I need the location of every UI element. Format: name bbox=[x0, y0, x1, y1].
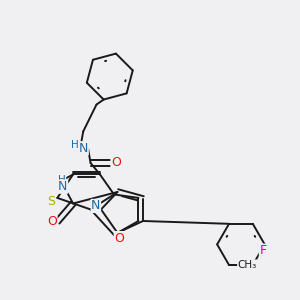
Text: O: O bbox=[114, 232, 124, 244]
Text: H: H bbox=[71, 140, 79, 151]
Text: O: O bbox=[47, 215, 57, 228]
Text: H: H bbox=[58, 176, 66, 185]
Text: N: N bbox=[91, 200, 101, 212]
Text: N: N bbox=[79, 142, 88, 155]
Text: O: O bbox=[111, 156, 121, 170]
Text: F: F bbox=[260, 244, 266, 257]
Text: N: N bbox=[58, 180, 68, 193]
Text: CH₃: CH₃ bbox=[238, 260, 257, 270]
Text: S: S bbox=[47, 195, 55, 208]
